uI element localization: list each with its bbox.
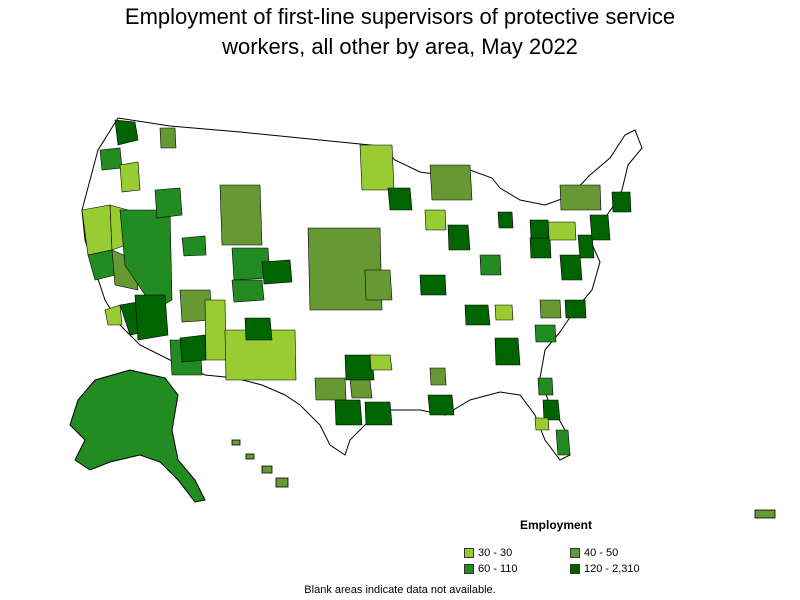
area-orlando	[542, 399, 561, 421]
area-chicago	[447, 224, 471, 251]
legend-item-30-30: 30 - 30	[464, 547, 512, 559]
area-detroit	[497, 211, 514, 229]
area-upstate-ny	[559, 184, 602, 211]
blank-areas-note: Blank areas indicate data not available.	[304, 584, 496, 596]
area-ca-sd	[104, 304, 123, 326]
legend-label-30-30: 30 - 30	[478, 547, 513, 559]
area-la-mid	[429, 367, 447, 386]
area-pittsburgh	[529, 219, 550, 239]
area-ne-east	[364, 269, 393, 301]
area-co-south	[231, 279, 265, 303]
area-ky	[494, 304, 514, 321]
area-tx-east	[349, 379, 373, 399]
area-seattle	[114, 119, 139, 146]
legend-swatch-120-2310	[570, 564, 580, 574]
legend-swatch-60-110	[464, 564, 474, 574]
area-utah	[181, 235, 207, 257]
legend-item-60-110: 60 - 110	[464, 563, 518, 575]
area-nashville	[464, 304, 491, 326]
map-title: Employment of first-line supervisors of …	[0, 2, 800, 62]
area-ca-bay	[87, 249, 116, 281]
area-tx-north	[369, 354, 393, 371]
area-houston	[364, 401, 393, 426]
legend-label-60-110: 60 - 110	[478, 563, 518, 575]
puerto-rico	[754, 509, 776, 519]
area-tampa	[534, 417, 550, 431]
alaska-outline	[69, 369, 206, 503]
area-spokane	[159, 127, 177, 149]
area-nm-north	[204, 299, 227, 361]
area-polygons	[81, 119, 632, 456]
area-phoenix	[134, 294, 169, 341]
area-portland	[99, 147, 123, 171]
area-indy	[479, 254, 502, 276]
area-mn-north	[359, 144, 395, 191]
area-wi	[424, 209, 447, 231]
area-dallas	[344, 354, 375, 381]
area-dc-baltimore	[559, 254, 583, 281]
area-co-springs	[261, 259, 293, 285]
area-stl	[419, 274, 447, 296]
area-nm-central	[224, 329, 297, 381]
area-new-orleans	[427, 394, 455, 416]
area-charlotte	[534, 324, 557, 343]
area-or-south	[119, 161, 141, 193]
area-pa-central	[547, 221, 577, 241]
area-ca-north	[81, 204, 113, 256]
area-ohio	[529, 237, 552, 259]
area-nm-albq	[244, 317, 273, 341]
area-va	[539, 299, 562, 319]
area-az-east	[179, 334, 207, 363]
area-nyc	[589, 214, 611, 241]
hawaii-islands	[231, 439, 289, 488]
legend-label-40-50: 40 - 50	[584, 547, 619, 559]
area-philly	[577, 234, 595, 259]
area-kansas	[307, 227, 383, 311]
area-tx-west	[314, 377, 347, 401]
legend-title: Employment	[520, 518, 593, 532]
area-atlanta	[494, 337, 521, 366]
legend-label-120-2310: 120 - 2,310	[584, 563, 640, 575]
area-boston	[611, 191, 632, 213]
area-raleigh	[564, 299, 587, 319]
area-miami	[555, 429, 571, 456]
legend-item-40-50: 40 - 50	[570, 547, 618, 559]
legend-swatch-30-30	[464, 548, 474, 558]
map-title-line-1: Employment of first-line supervisors of …	[124, 4, 676, 29]
area-mi-up	[429, 164, 473, 201]
area-minneapolis	[387, 187, 413, 211]
area-austin	[334, 399, 363, 426]
area-idaho	[154, 187, 183, 219]
legend-swatch-40-50	[570, 548, 580, 558]
area-wyoming	[219, 184, 263, 246]
legend-item-120-2310: 120 - 2,310	[570, 563, 640, 575]
area-jax	[537, 377, 554, 396]
map-title-line-2: workers, all other by area, May 2022	[222, 34, 578, 59]
